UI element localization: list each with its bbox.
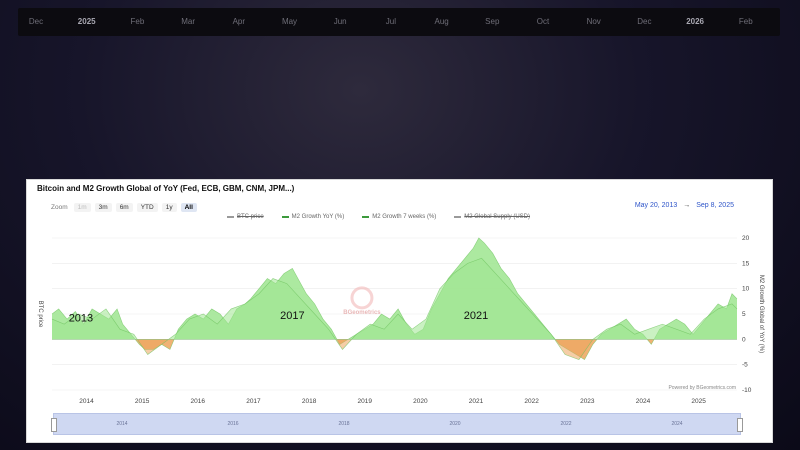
navigator-left-handle[interactable] xyxy=(51,418,57,432)
cycle-annotation: 2021 xyxy=(464,310,488,322)
timeline-label[interactable]: Jul xyxy=(385,17,397,26)
chart-credits[interactable]: Powered by BGeometrics.com xyxy=(668,385,736,391)
range-arrow-icon: → xyxy=(683,202,691,209)
chart-legend: BTC price M2 Growth YoY (%) M2 Growth 7 we… xyxy=(227,214,530,220)
timeline-strip[interactable]: Dec 2025 Feb Mar Apr May Jun Jul Aug Sep Oct Nov Dec… xyxy=(18,8,780,36)
legend-label: M2 Global Supply (USD) xyxy=(464,214,530,220)
timeline-label[interactable]: Feb xyxy=(130,17,145,26)
y-tick-label: 10 xyxy=(742,286,750,293)
legend-label: M2 Growth YoY (%) xyxy=(291,214,345,220)
range-navigator[interactable]: 2014 2016 2018 2020 2022 2024 xyxy=(51,413,743,435)
legend-label: M2 Growth 7 weeks (%) xyxy=(372,214,437,220)
timeline-label[interactable]: Dec xyxy=(637,17,652,26)
legend-label: BTC price xyxy=(237,214,264,220)
x-tick-label: 2023 xyxy=(580,398,595,405)
x-tick-label: 2015 xyxy=(135,398,150,405)
timeline-label[interactable]: Apr xyxy=(232,17,246,26)
legend-swatch-icon xyxy=(281,216,289,218)
legend-swatch-icon xyxy=(454,216,462,218)
left-axis-title: BTC price xyxy=(37,301,43,328)
y-tick-label: 5 xyxy=(742,311,746,318)
x-tick-label: 2019 xyxy=(357,398,372,405)
y-tick-label: 20 xyxy=(742,235,750,242)
y-tick-label: 15 xyxy=(742,260,750,267)
chart-svg: 2014 2015 2016 2017 2018 2019 2020 2021 2022 2023… xyxy=(37,235,764,405)
navigator-year-label: 2024 xyxy=(671,421,683,427)
navigator-year-label: 2016 xyxy=(227,421,239,427)
navigator-right-handle[interactable] xyxy=(737,418,743,432)
legend-item[interactable]: M2 Growth YoY (%) xyxy=(281,214,345,220)
legend-swatch-icon xyxy=(362,216,370,218)
timeline-label[interactable]: 2026 xyxy=(686,17,704,26)
y-tick-label: 0 xyxy=(742,336,746,343)
x-tick-label: 2021 xyxy=(469,398,484,405)
zoom-controls: Zoom 1m 3m 6m YTD 1y All xyxy=(51,201,197,213)
timeline-label[interactable]: Aug xyxy=(434,17,449,26)
legend-item[interactable]: BTC price xyxy=(227,214,264,220)
x-tick-label: 2020 xyxy=(413,398,428,405)
timeline-label[interactable]: Nov xyxy=(586,17,601,26)
legend-item[interactable]: M2 Global Supply (USD) xyxy=(454,214,530,220)
timeline-label[interactable]: Feb xyxy=(738,17,753,26)
zoom-button-all[interactable]: All xyxy=(180,202,197,212)
navigator-year-label: 2014 xyxy=(116,421,128,427)
zoom-button-6m[interactable]: 6m xyxy=(115,202,133,212)
series-area-negative xyxy=(137,339,593,360)
chart-title: Bitcoin and M2 Growth Global of YoY (Fed… xyxy=(37,184,295,193)
date-range: May 20, 2013 → Sep 8, 2025 xyxy=(635,202,734,209)
range-end-input[interactable]: Sep 8, 2025 xyxy=(696,202,734,209)
timeline-label[interactable]: Dec xyxy=(28,17,44,26)
x-tick-label: 2022 xyxy=(524,398,539,405)
navigator-year-label: 2022 xyxy=(560,421,572,427)
timeline-label[interactable]: 2025 xyxy=(77,17,96,26)
watermark-logo-icon xyxy=(350,286,374,310)
y-tick-label: -10 xyxy=(742,387,752,394)
cycle-annotation: 2013 xyxy=(69,313,93,325)
timeline-label[interactable]: May xyxy=(281,17,298,26)
chart-card: 2014 2015 2016 2017 2018 2019 2020 2021 2022 2023… xyxy=(27,180,772,442)
timeline-label[interactable]: Oct xyxy=(536,17,550,26)
zoom-button-3m[interactable]: 3m xyxy=(94,202,112,212)
timeline-label[interactable]: Jun xyxy=(333,17,347,26)
zoom-button-ytd[interactable]: YTD xyxy=(136,202,158,212)
range-start-input[interactable]: May 20, 2013 xyxy=(634,202,678,209)
timeline-label[interactable]: Mar xyxy=(181,17,195,26)
legend-item[interactable]: M2 Growth 7 weeks (%) xyxy=(362,214,436,220)
x-tick-label: 2017 xyxy=(246,398,261,405)
y-tick-label: -5 xyxy=(742,362,748,369)
zoom-label: Zoom xyxy=(51,203,68,211)
navigator-year-label: 2018 xyxy=(338,421,350,427)
x-tick-label: 2018 xyxy=(302,398,317,405)
watermark-text: BGeometrics xyxy=(343,310,381,316)
series-area-positive xyxy=(52,258,737,340)
zoom-button-1y[interactable]: 1y xyxy=(161,202,177,212)
x-tick-label: 2016 xyxy=(191,398,206,405)
series-line xyxy=(51,237,738,361)
x-tick-label: 2014 xyxy=(79,398,94,405)
cycle-annotation: 2017 xyxy=(280,310,304,322)
zoom-button-1m[interactable]: 1m xyxy=(73,202,91,212)
x-tick-label: 2024 xyxy=(636,398,651,405)
right-axis-title: M2 Growth Global of YoY (%) xyxy=(758,275,764,353)
x-tick-label: 2025 xyxy=(691,398,706,405)
navigator-year-label: 2020 xyxy=(449,421,461,427)
legend-swatch-icon xyxy=(227,216,234,218)
timeline-label[interactable]: Sep xyxy=(485,17,500,26)
series-line xyxy=(51,257,738,360)
